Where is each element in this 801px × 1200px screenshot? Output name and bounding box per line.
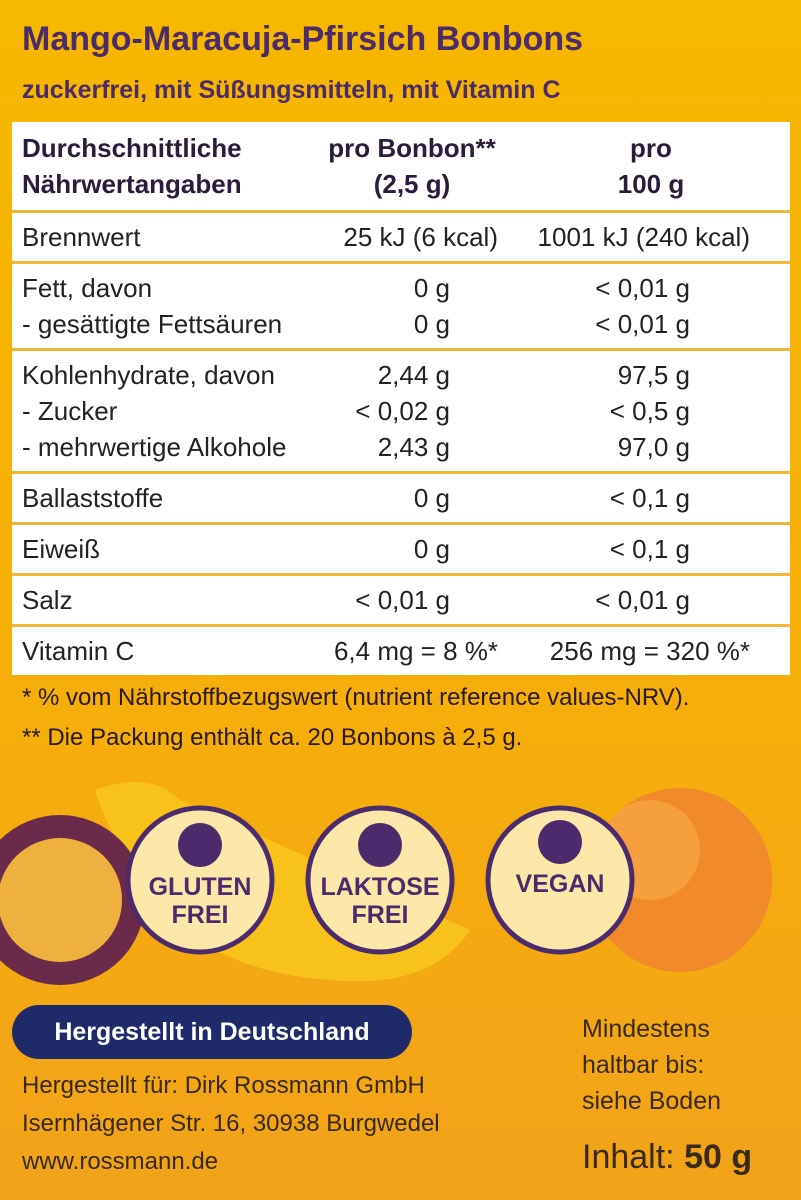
content-label: Inhalt: bbox=[582, 1138, 675, 1176]
cell-label: Vitamin C bbox=[12, 624, 312, 675]
cell-label: Salz bbox=[12, 573, 312, 626]
badge-text: FREI bbox=[352, 901, 409, 929]
column-header: pro 100 g bbox=[512, 122, 790, 212]
cell-value: < 0,1 g bbox=[512, 522, 790, 575]
header-line: 100 g bbox=[617, 169, 685, 199]
cell-value: 25 kJ (6 kcal) bbox=[312, 210, 512, 263]
badge bbox=[305, 805, 455, 955]
cell-value: 1001 kJ (240 kcal) bbox=[512, 210, 790, 263]
cell-value: < 0,01 g bbox=[512, 573, 790, 626]
table-row: Fett, davon 0 g < 0,01 g bbox=[12, 261, 790, 306]
cell-value: 0 g bbox=[413, 309, 450, 339]
cell-value: 256 mg = 320 %* bbox=[512, 624, 790, 675]
cell-label: Kohlenhydrate, davon bbox=[12, 348, 312, 393]
column-header: pro Bonbon** (2,5 g) bbox=[312, 122, 512, 212]
table-row: Eiweiß 0 g < 0,1 g bbox=[12, 522, 790, 575]
cell-value: < 0,01 g bbox=[312, 573, 512, 626]
cell-value: < 0,1 g bbox=[512, 471, 790, 524]
best-before: Mindestens bbox=[582, 1015, 710, 1043]
cell-value: < 0,01 g bbox=[512, 261, 790, 306]
header-line: Nährwertangaben bbox=[22, 169, 242, 199]
badge-text: GLUTEN bbox=[149, 873, 252, 901]
cell-value: < 0,02 g bbox=[355, 396, 450, 426]
header-line: pro Bonbon** bbox=[328, 133, 496, 163]
nutrition-table: Durchschnittliche Nährwertangaben pro Bonb… bbox=[12, 122, 790, 675]
table-row: Vitamin C 6,4 mg = 8 %* 256 mg = 320 %* bbox=[12, 624, 790, 675]
header-line: pro bbox=[630, 133, 672, 163]
header-line: Durchschnittliche bbox=[22, 133, 242, 163]
cell-value: 2,43 g bbox=[377, 432, 450, 462]
cell-value: 6,4 mg = 8 %* bbox=[312, 624, 512, 675]
cell-value: < 0,5 g bbox=[609, 396, 690, 426]
table-row: Brennwert 25 kJ (6 kcal) 1001 kJ (240 kcal… bbox=[12, 210, 790, 263]
column-header: Durchschnittliche Nährwertangaben bbox=[12, 122, 312, 212]
table-row: Ballaststoffe 0 g < 0,1 g bbox=[12, 471, 790, 524]
cell-value: 0 g bbox=[312, 471, 512, 524]
cell-label: - mehrwertige Alkohole bbox=[22, 432, 287, 462]
address: Hergestellt für: Dirk Rossmann GmbH bbox=[22, 1072, 425, 1099]
badge-text: FREI bbox=[172, 901, 229, 929]
table-row: - Zucker < 0,02 g < 0,5 g bbox=[12, 393, 790, 429]
badge-text: VEGAN bbox=[516, 870, 605, 898]
content-value: 50 g bbox=[684, 1138, 753, 1176]
title: Mango-Maracuja-Pfirsich Bonbons bbox=[22, 20, 584, 58]
cell-label: - gesättigte Fettsäuren bbox=[22, 309, 283, 339]
footnote: ** Die Packung enthält ca. 20 Bonbons à … bbox=[22, 724, 523, 751]
best-before: haltbar bis: bbox=[582, 1051, 705, 1079]
table-row: Salz < 0,01 g < 0,01 g bbox=[12, 573, 790, 626]
cell-label: Fett, davon bbox=[12, 261, 312, 306]
cell-label: - Zucker bbox=[22, 396, 118, 426]
cell-label: Brennwert bbox=[12, 210, 312, 263]
cell-value: 97,5 g bbox=[512, 348, 790, 393]
cell-label: Ballaststoffe bbox=[12, 471, 312, 524]
table-row: - mehrwertige Alkohole 2,43 g 97,0 g bbox=[12, 429, 790, 473]
origin-label: Hergestellt in Deutschland bbox=[12, 1005, 412, 1059]
best-before: siehe Boden bbox=[582, 1087, 722, 1115]
badge-text: LAKTOSE bbox=[321, 873, 440, 901]
footnote: * % vom Nährstoffbezugswert (nutrient re… bbox=[22, 684, 690, 711]
cell-label: Eiweiß bbox=[12, 522, 312, 575]
table-row: - gesättigte Fettsäuren 0 g < 0,01 g bbox=[12, 306, 790, 350]
badge-icon bbox=[358, 823, 402, 867]
badge bbox=[485, 805, 635, 955]
cell-value: 0 g bbox=[312, 522, 512, 575]
badge-icon bbox=[178, 823, 222, 867]
badge bbox=[125, 805, 275, 955]
content: Inhalt: 50 g bbox=[582, 1138, 752, 1177]
cell-value: 2,44 g bbox=[312, 348, 512, 393]
cell-value: 97,0 g bbox=[617, 432, 690, 462]
table-row: Kohlenhydrate, davon 2,44 g 97,5 g bbox=[12, 348, 790, 393]
address: www.rossmann.de bbox=[22, 1148, 219, 1175]
passion-fruit-pulp bbox=[0, 838, 122, 962]
address: Isernhägener Str. 16, 30938 Burgwedel bbox=[22, 1110, 440, 1137]
cell-value: 0 g bbox=[312, 261, 512, 306]
cell-value: < 0,01 g bbox=[595, 309, 690, 339]
header-line: (2,5 g) bbox=[373, 169, 451, 199]
badge-icon bbox=[538, 820, 582, 864]
subtitle: zuckerfrei, mit Süßungsmitteln, mit Vita… bbox=[22, 76, 561, 104]
